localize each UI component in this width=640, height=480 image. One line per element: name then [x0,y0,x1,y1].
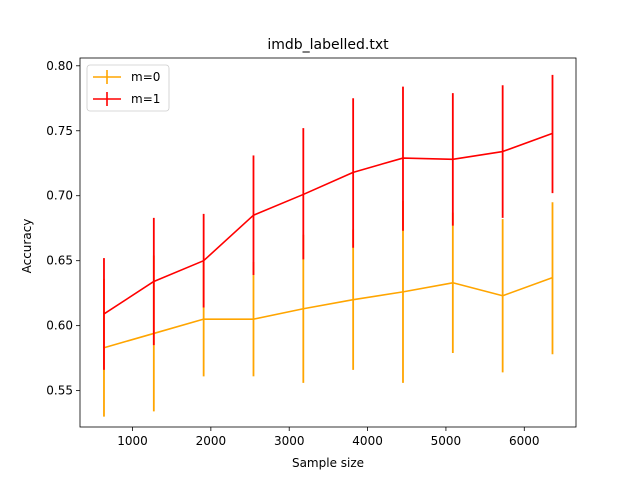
axes-frame [79,57,577,428]
series-line-m-1 [103,132,553,315]
legend-label-m-0: m=0 [131,70,160,84]
y-tick-label: 0.65 [46,254,73,268]
x-axis-label: Sample size [292,456,364,470]
y-tick-label: 0.55 [46,384,73,398]
y-tick-label: 0.75 [46,124,73,138]
x-tick-label: 1000 [117,434,148,448]
series-line-m-0 [103,276,553,349]
y-axis-label: Accuracy [20,219,34,274]
x-tick-label: 4000 [352,434,383,448]
chart-title: imdb_labelled.txt [267,37,389,53]
x-tick-label: 5000 [431,434,462,448]
y-tick-label: 0.60 [46,319,73,333]
plot-area: 1000 2000 3000 4000 5000 6000 0.55 0.60 0.65 0.70… [46,57,577,448]
x-tick-label: 3000 [274,434,305,448]
y-tick-label: 0.80 [46,59,73,73]
legend-label-m-1: m=1 [131,92,160,106]
x-tick-label: 6000 [509,434,540,448]
y-tick-label: 0.70 [46,189,73,203]
x-tick-label: 2000 [196,434,227,448]
